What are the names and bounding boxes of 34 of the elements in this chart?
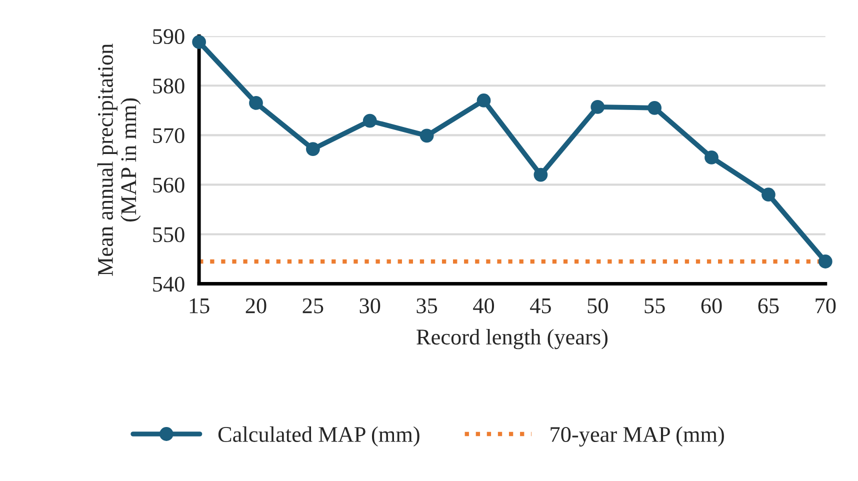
y-tick-label: 550 <box>153 227 184 242</box>
point <box>704 150 718 164</box>
x-tick-label: 30 <box>360 298 380 314</box>
point <box>249 96 263 110</box>
x-tick-label: 25 <box>302 298 324 314</box>
x-tick-label: 15 <box>190 298 210 314</box>
point <box>306 142 320 156</box>
point <box>818 254 832 268</box>
x-tick-label: 70 <box>816 298 836 314</box>
x-tick-label: 45 <box>530 298 551 314</box>
legend-label: 70-year MAP (mm) <box>550 426 724 447</box>
x-tick-label: 60 <box>701 298 722 314</box>
point <box>192 35 206 49</box>
x-tick-label: 65 <box>758 298 779 314</box>
point <box>534 168 548 182</box>
legend-label: Calculated MAP (mm) <box>218 426 420 447</box>
y-axis-title: Mean annual precipitation (MAP in mm) <box>97 44 141 276</box>
x-tick-label: 35 <box>416 298 438 314</box>
x-tick-label: 40 <box>473 298 494 314</box>
x-tick-label: 50 <box>588 298 608 314</box>
point <box>362 114 377 128</box>
point <box>590 100 605 114</box>
point <box>648 100 662 115</box>
y-tick-label: 560 <box>153 178 184 193</box>
y-tick-label: 570 <box>153 128 184 144</box>
y-tick-label: 590 <box>153 29 184 44</box>
y-tick-label: 540 <box>153 276 184 292</box>
x-axis-title: Record length (years) <box>416 328 608 350</box>
y-tick-label: 580 <box>153 78 184 94</box>
point <box>476 94 491 108</box>
point <box>420 128 434 143</box>
point <box>762 188 776 202</box>
x-tick-label: 55 <box>644 298 665 314</box>
x-tick-label: 20 <box>246 298 266 314</box>
